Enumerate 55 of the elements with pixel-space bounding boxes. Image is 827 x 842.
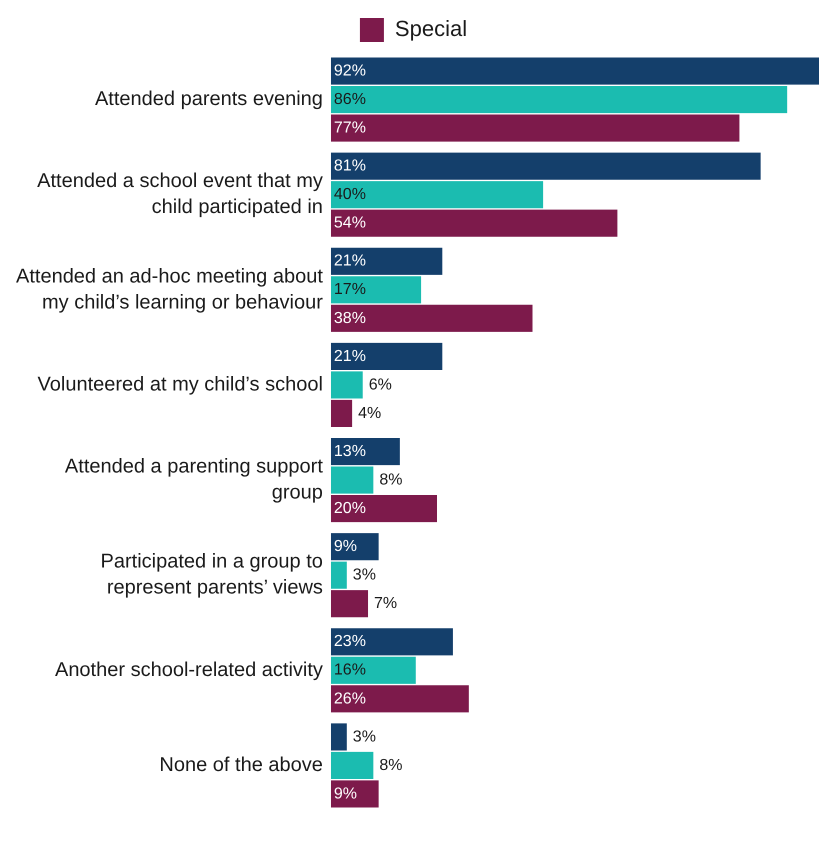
bar <box>330 86 788 114</box>
bar <box>330 466 374 494</box>
data-label: 9% <box>334 785 358 802</box>
data-label: 92% <box>334 62 366 80</box>
data-label: 77% <box>334 120 366 137</box>
y-tick-label: Attended a parenting support group <box>64 456 324 504</box>
data-label: 86% <box>334 90 366 108</box>
bar <box>330 656 416 684</box>
bar <box>330 210 618 237</box>
bar <box>330 628 453 656</box>
bar <box>330 752 374 779</box>
bar <box>330 723 347 750</box>
bar <box>330 114 740 142</box>
data-label: 38% <box>334 310 366 327</box>
legend-label: Special <box>394 16 468 42</box>
bar <box>330 562 347 589</box>
data-label: 81% <box>334 158 366 175</box>
data-label: 21% <box>334 252 366 270</box>
bar <box>330 371 363 398</box>
bar <box>330 276 422 304</box>
data-label: 17% <box>334 281 366 298</box>
data-label: 16% <box>334 662 366 679</box>
y-tick-label: Another school-related activity <box>54 658 323 681</box>
data-label: 7% <box>374 595 398 612</box>
data-label: 3% <box>352 566 376 584</box>
data-label: 4% <box>358 404 382 422</box>
data-label: 20% <box>334 500 366 518</box>
bar <box>330 57 819 85</box>
data-label: 40% <box>334 186 366 204</box>
y-tick-label: Attended an ad-hoc meeting about my child’s learning or behaviour <box>16 265 324 314</box>
bar <box>330 438 400 466</box>
bar <box>330 342 442 370</box>
data-label: 9% <box>334 538 358 556</box>
data-label: 8% <box>379 471 402 488</box>
y-tick-label: Volunteered at my child’s school <box>38 373 323 396</box>
bar <box>330 590 368 618</box>
y-tick-label: Attended a school event that my child participated in <box>37 170 323 218</box>
data-label: 8% <box>379 756 402 774</box>
data-label: 23% <box>334 633 366 650</box>
y-tick-label: Attended parents evening <box>94 88 323 110</box>
data-label: 13% <box>334 442 366 460</box>
data-label: 21% <box>334 348 366 365</box>
bar <box>330 685 469 712</box>
data-label: 6% <box>368 376 392 394</box>
data-label: 3% <box>352 728 376 746</box>
data-label: 54% <box>334 214 366 232</box>
bar <box>330 152 761 180</box>
bar <box>330 495 438 522</box>
bar <box>330 248 442 275</box>
data-label: 26% <box>334 690 366 708</box>
bar <box>330 400 352 428</box>
y-tick-label: None of the above <box>159 754 323 776</box>
bar <box>330 304 533 332</box>
bar <box>330 181 544 208</box>
y-tick-label: Participated in a group to represent parents’ views <box>100 550 323 599</box>
